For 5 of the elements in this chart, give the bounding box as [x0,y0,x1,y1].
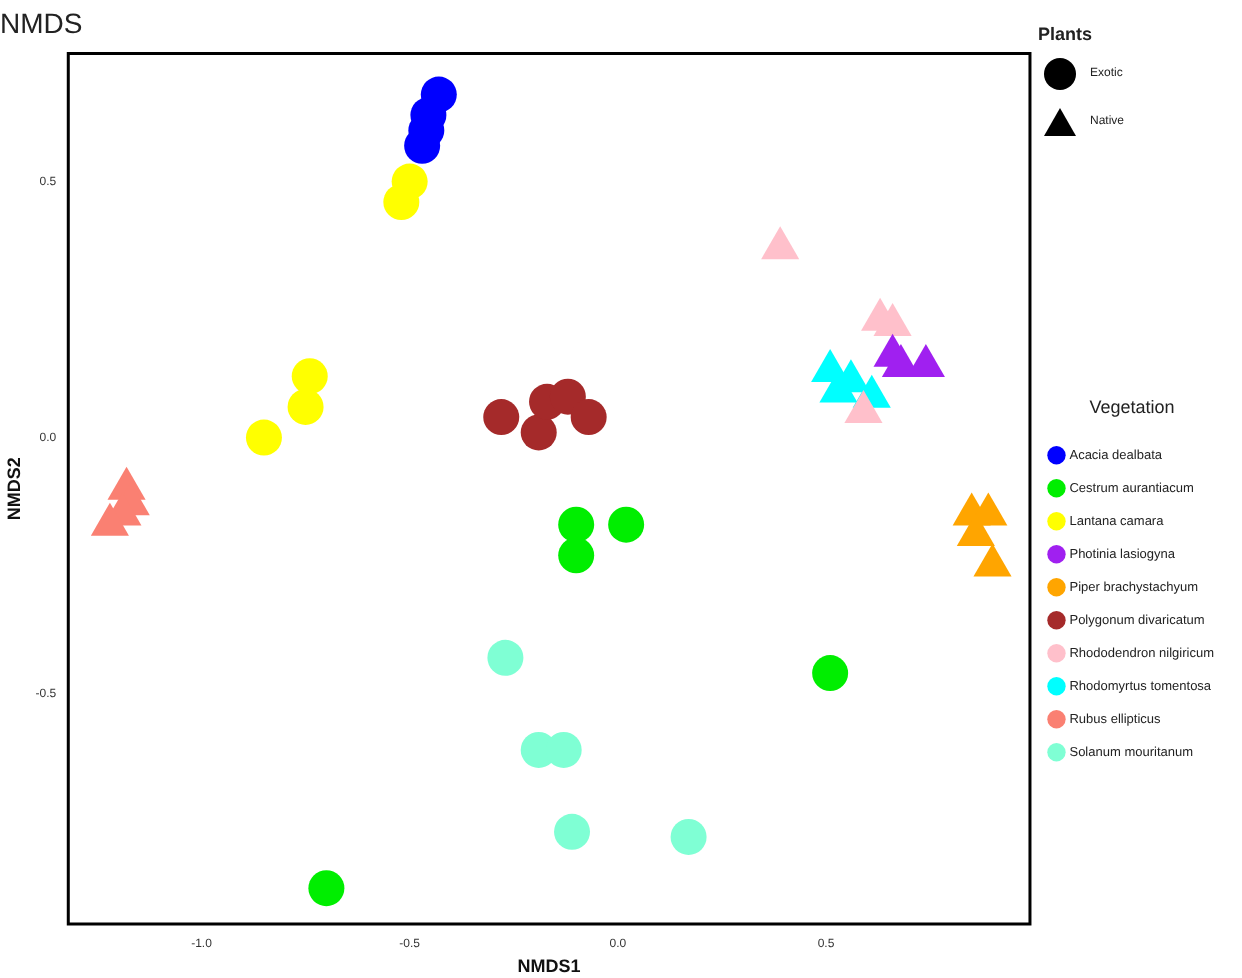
text: Plants [1037,24,1092,44]
text: Vegetation [1089,397,1175,418]
chart-title: NMDS [0,6,83,39]
y-axis-title: NMDS2 [3,457,24,521]
x-axis-title: NMDS1 [517,956,581,977]
